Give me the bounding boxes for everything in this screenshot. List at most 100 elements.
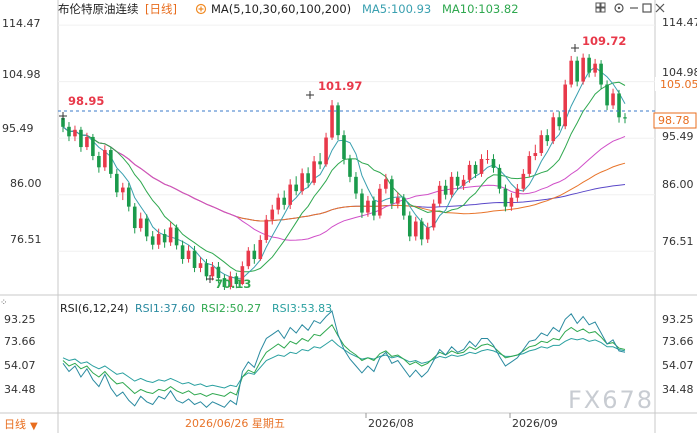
candle[interactable]	[569, 55, 573, 88]
candle[interactable]	[162, 229, 167, 248]
candles[interactable]	[61, 53, 627, 290]
candle[interactable]	[533, 144, 538, 161]
candle[interactable]	[180, 240, 185, 264]
candle[interactable]	[306, 167, 310, 188]
candle[interactable]	[126, 182, 131, 212]
period-tab-arrow-icon[interactable]: ▼	[30, 421, 38, 432]
candle[interactable]	[401, 194, 406, 220]
candle[interactable]	[431, 199, 436, 231]
candle[interactable]	[503, 184, 508, 212]
candle[interactable]	[258, 235, 263, 261]
candle[interactable]	[282, 190, 287, 210]
candle[interactable]	[150, 231, 155, 250]
candle[interactable]	[449, 172, 454, 198]
candle[interactable]	[228, 271, 233, 290]
candle[interactable]	[485, 150, 490, 164]
candle[interactable]	[240, 261, 245, 286]
candle[interactable]	[216, 262, 221, 284]
candle[interactable]	[587, 54, 591, 78]
candle[interactable]	[425, 222, 430, 243]
settings-icon[interactable]	[614, 3, 624, 13]
candle[interactable]	[67, 122, 71, 142]
candle[interactable]	[79, 126, 83, 152]
candle[interactable]	[198, 257, 203, 273]
candle[interactable]	[138, 212, 143, 232]
candle[interactable]	[563, 79, 568, 130]
candle[interactable]	[455, 171, 460, 190]
candle[interactable]	[467, 160, 472, 183]
candle[interactable]	[479, 154, 484, 177]
candle[interactable]	[210, 262, 215, 281]
candle[interactable]	[168, 222, 173, 246]
candle[interactable]	[599, 60, 603, 90]
candle[interactable]	[545, 129, 550, 146]
candle[interactable]	[276, 193, 281, 215]
candle[interactable]	[288, 179, 292, 210]
candle[interactable]	[91, 133, 95, 161]
candle[interactable]	[120, 182, 125, 201]
plus-circle-icon[interactable]	[195, 3, 207, 15]
candle[interactable]	[521, 169, 526, 192]
candle[interactable]	[97, 151, 101, 173]
candle[interactable]	[324, 132, 328, 167]
candle[interactable]	[527, 151, 532, 177]
candle[interactable]	[623, 113, 627, 124]
candle[interactable]	[144, 214, 149, 242]
candle[interactable]	[593, 58, 597, 77]
candle[interactable]	[264, 214, 269, 243]
candle[interactable]	[437, 181, 442, 207]
maximize-icon[interactable]	[642, 3, 652, 13]
candle[interactable]	[360, 188, 364, 218]
period-label[interactable]: [日线]	[145, 2, 177, 16]
candle[interactable]	[557, 111, 562, 131]
candle[interactable]	[581, 53, 585, 85]
candle[interactable]	[348, 154, 352, 183]
candle[interactable]	[342, 130, 346, 165]
candle[interactable]	[413, 216, 418, 241]
close-icon[interactable]	[655, 3, 665, 13]
candle[interactable]	[366, 195, 370, 217]
grid-icon[interactable]	[595, 2, 606, 13]
candle[interactable]	[539, 130, 544, 156]
candle[interactable]	[222, 274, 227, 290]
period-tab-bg[interactable]	[0, 414, 40, 433]
candle[interactable]	[372, 196, 376, 221]
candle[interactable]	[156, 228, 161, 249]
candle[interactable]	[294, 176, 298, 196]
candle[interactable]	[384, 173, 388, 194]
candle[interactable]	[300, 168, 304, 195]
period-tab[interactable]: 日线	[4, 417, 26, 431]
candle[interactable]	[186, 245, 191, 263]
candle[interactable]	[270, 204, 275, 225]
candle[interactable]	[246, 247, 251, 270]
candle[interactable]	[252, 244, 257, 264]
candle[interactable]	[497, 164, 502, 194]
candle[interactable]	[473, 161, 478, 179]
candle[interactable]	[204, 259, 209, 281]
candle[interactable]	[407, 211, 412, 242]
candle[interactable]	[491, 154, 496, 173]
candle[interactable]	[109, 147, 113, 179]
candle[interactable]	[419, 217, 424, 246]
candle[interactable]	[330, 100, 334, 140]
candle[interactable]	[461, 175, 466, 190]
candle[interactable]	[318, 153, 322, 170]
candle[interactable]	[611, 88, 615, 109]
candle[interactable]	[575, 56, 579, 87]
candle[interactable]	[443, 179, 448, 200]
candle[interactable]	[85, 132, 89, 151]
rsi-settings-icon[interactable]: ⁘	[0, 298, 8, 308]
candle[interactable]	[605, 80, 609, 111]
candle[interactable]	[234, 272, 239, 289]
candle[interactable]	[354, 172, 358, 199]
candle[interactable]	[551, 112, 556, 145]
candle[interactable]	[312, 156, 316, 186]
candle[interactable]	[115, 169, 119, 198]
candle[interactable]	[174, 224, 179, 250]
candle[interactable]	[617, 89, 621, 123]
candle[interactable]	[336, 102, 340, 140]
candle[interactable]	[103, 145, 107, 171]
candle[interactable]	[509, 192, 514, 211]
candle[interactable]	[378, 183, 382, 219]
